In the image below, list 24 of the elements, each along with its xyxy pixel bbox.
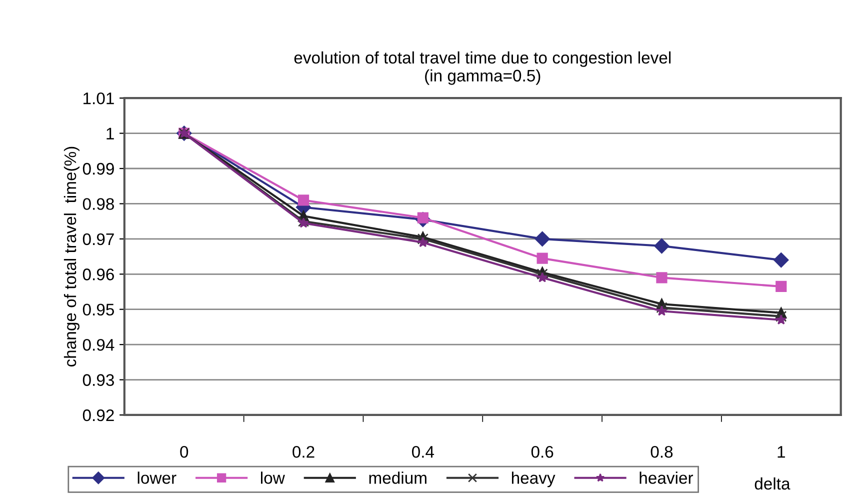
y-tick-label: 1.01 (84, 92, 114, 104)
y-tick-label: 0.97 (82, 233, 114, 246)
y-tick-label: 0.95 (82, 304, 114, 316)
chart-title: evolution of total travel time due to congestion level (in gamma=0.5) (294, 51, 671, 85)
y-tick-label: 0.92 (82, 409, 114, 422)
x-tick-label: 0.4 (412, 446, 434, 458)
y-tick-label: 0.99 (82, 162, 114, 175)
y-tick-label: 0.94 (82, 338, 114, 351)
x-tick-label: 0.6 (531, 446, 554, 458)
y-tick-label: 0.96 (82, 268, 114, 280)
x-tick-label: 0.2 (292, 446, 314, 458)
legend-label: lower (138, 472, 176, 484)
x-tick-label: 0.8 (650, 446, 673, 458)
x-tick-label: 0 (180, 446, 188, 458)
legend-label: low (261, 472, 285, 484)
y-tick-label: 0.93 (82, 374, 114, 386)
legend-label: heavier (640, 472, 694, 484)
legend-label: medium (369, 472, 426, 484)
y-axis-title: change of total travel time(%) (64, 146, 80, 367)
x-axis-title: delta (754, 477, 790, 490)
y-tick-label: 1 (106, 128, 114, 140)
y-tick-label: 0.98 (82, 198, 114, 210)
x-tick-label: 1 (778, 446, 785, 458)
legend-label: heavy (512, 472, 556, 488)
